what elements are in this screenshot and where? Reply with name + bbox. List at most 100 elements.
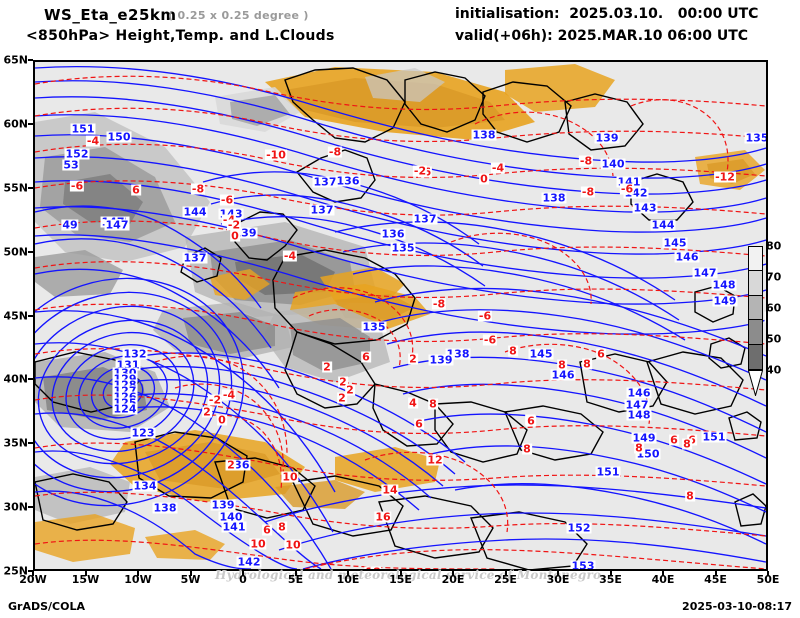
initialisation-time: initialisation: 2025.03.10. 00:00 UTC (455, 6, 759, 22)
height-contour-label: 149 (712, 294, 738, 308)
temperature-contour-layer (35, 75, 766, 569)
temperature-contour-label: -10 (265, 148, 287, 162)
height-contour-label: 137 (182, 251, 208, 265)
temperature-contour-label: -2 (207, 393, 223, 407)
temperature-contour-label: -2 (226, 218, 242, 232)
longitude-tick-mark (609, 571, 612, 576)
temperature-contour-label: -8 (580, 185, 596, 199)
map-canvas: 1511501525349141144143139138139135140141… (35, 62, 766, 569)
temperature-contour-label: 6 (414, 417, 424, 431)
temperature-contour-label: -4 (85, 134, 101, 148)
height-contour-label: 147 (692, 266, 718, 280)
watermark-text: Hydrological and meteorological service … (215, 568, 602, 582)
temperature-contour-label: -8 (578, 154, 594, 168)
height-contour-label: 141 (616, 175, 642, 189)
longitude-tick-mark (294, 571, 297, 576)
temperature-contour-label: 2 (345, 383, 355, 397)
latitude-tick-label: 55N (3, 181, 28, 195)
latitude-tick-mark (28, 314, 33, 317)
colorbar-tick-label: 40 (766, 363, 782, 377)
temperature-contour-label: 6 (596, 347, 606, 361)
latitude-tick-mark (28, 378, 33, 381)
height-contour-label: 145 (528, 347, 554, 361)
longitude-tick-mark (767, 571, 769, 576)
temperature-contour-label: 4 (408, 396, 418, 410)
height-contour-label: 147 (104, 218, 130, 232)
latitude-tick-label: 40N (3, 372, 28, 386)
height-contour-label: 149 (631, 431, 657, 445)
height-contour-label: 146 (674, 250, 700, 264)
colorbar-segment (749, 247, 762, 272)
model-resolution: ( 0.25 x 0.25 degree ) (168, 9, 309, 22)
longitude-tick-mark (504, 571, 507, 576)
latitude-tick-label: 30N (3, 500, 28, 514)
height-contour-label: 143 (632, 201, 658, 215)
longitude-tick-label: 25E (494, 573, 517, 586)
latitude-tick-label: 25N (3, 564, 28, 578)
height-contour-label: 127 (112, 385, 138, 397)
temperature-contour-label: 10 (249, 537, 267, 551)
temperature-contour-label: -2 (412, 164, 428, 178)
temperature-contour-label: 0 (230, 229, 240, 243)
height-contour-label: 139 (232, 226, 258, 240)
temperature-contour-label: -8 (431, 297, 447, 311)
map-vector-layer (35, 62, 766, 569)
longitude-tick-mark (84, 571, 87, 576)
longitude-tick-label: 40E (651, 573, 675, 586)
height-contour-label: 148 (711, 278, 737, 292)
height-contour-label: 135 (390, 241, 416, 255)
latitude-tick-mark (28, 570, 33, 572)
grads-credit: GrADS/COLA (8, 600, 85, 613)
height-contour-label: 132 (122, 347, 148, 361)
colorbar-arrow-icon (748, 370, 763, 396)
temperature-contour-label: 8 (557, 358, 567, 372)
height-contour-label: 151 (70, 122, 96, 136)
height-contour-label: 138 (471, 128, 497, 142)
colorbar-segment (749, 295, 762, 321)
height-contour-label: 138 (445, 347, 471, 361)
height-contour-label: 136 (380, 227, 406, 241)
temperature-contour-label: 6 (526, 414, 536, 428)
temperature-contour-label: 8 (634, 441, 644, 455)
latitude-tick-label: 50N (3, 245, 28, 259)
temperature-contour-label: -8 (327, 145, 343, 159)
temperature-contour-label: 8 (582, 357, 592, 371)
latitude-tick-mark (28, 59, 33, 61)
temperature-contour-label: 18 (364, 566, 382, 569)
latitude-tick-mark (28, 442, 33, 445)
longitude-tick-mark (399, 571, 402, 576)
height-contour-label: 49 (61, 218, 79, 232)
temperature-contour-label: 2 (226, 458, 236, 472)
temperature-contour-label: 6 (361, 350, 371, 364)
height-contour-label: 150 (764, 311, 766, 323)
height-contour-label: 142 (236, 555, 262, 569)
height-contour-label: 135 (361, 320, 387, 334)
map-plot-area[interactable]: 1511501525349141144143139138139135140141… (33, 60, 768, 571)
temperature-contour-label: 2 (337, 391, 347, 405)
longitude-tick-mark (242, 571, 244, 576)
height-contour-label: 139 (210, 498, 236, 512)
height-contour-label: 140 (600, 157, 626, 171)
height-contour-label: 139 (594, 131, 620, 145)
longitude-tick-label: 50E (756, 573, 780, 586)
height-contour-label: 140 (218, 510, 244, 524)
height-contour-label: 145 (662, 236, 688, 250)
height-contour-label: 146 (550, 368, 576, 382)
height-contour-label: 152 (566, 521, 592, 535)
longitude-tick-label: 0 (239, 573, 247, 586)
height-contour-label: 128 (112, 379, 138, 391)
temperature-contour-label: -6 (219, 193, 235, 207)
longitude-tick-label: 5E (287, 573, 304, 586)
temperature-contour-label: 0 (217, 413, 227, 427)
height-contour-label: 126 (112, 391, 138, 403)
longitude-tick-label: 10E (336, 573, 360, 586)
longitude-tick-mark (137, 571, 139, 576)
longitude-tick-mark (662, 571, 664, 576)
height-contour-label: 151 (701, 430, 727, 444)
temperature-contour-label: 2 (338, 375, 348, 389)
temperature-contour-label: 0 (479, 172, 489, 186)
height-contour-label: 53 (62, 158, 80, 172)
longitude-tick-mark (32, 571, 34, 576)
height-contour-label: 137 (312, 175, 338, 189)
height-contour-label: 138 (541, 191, 567, 205)
